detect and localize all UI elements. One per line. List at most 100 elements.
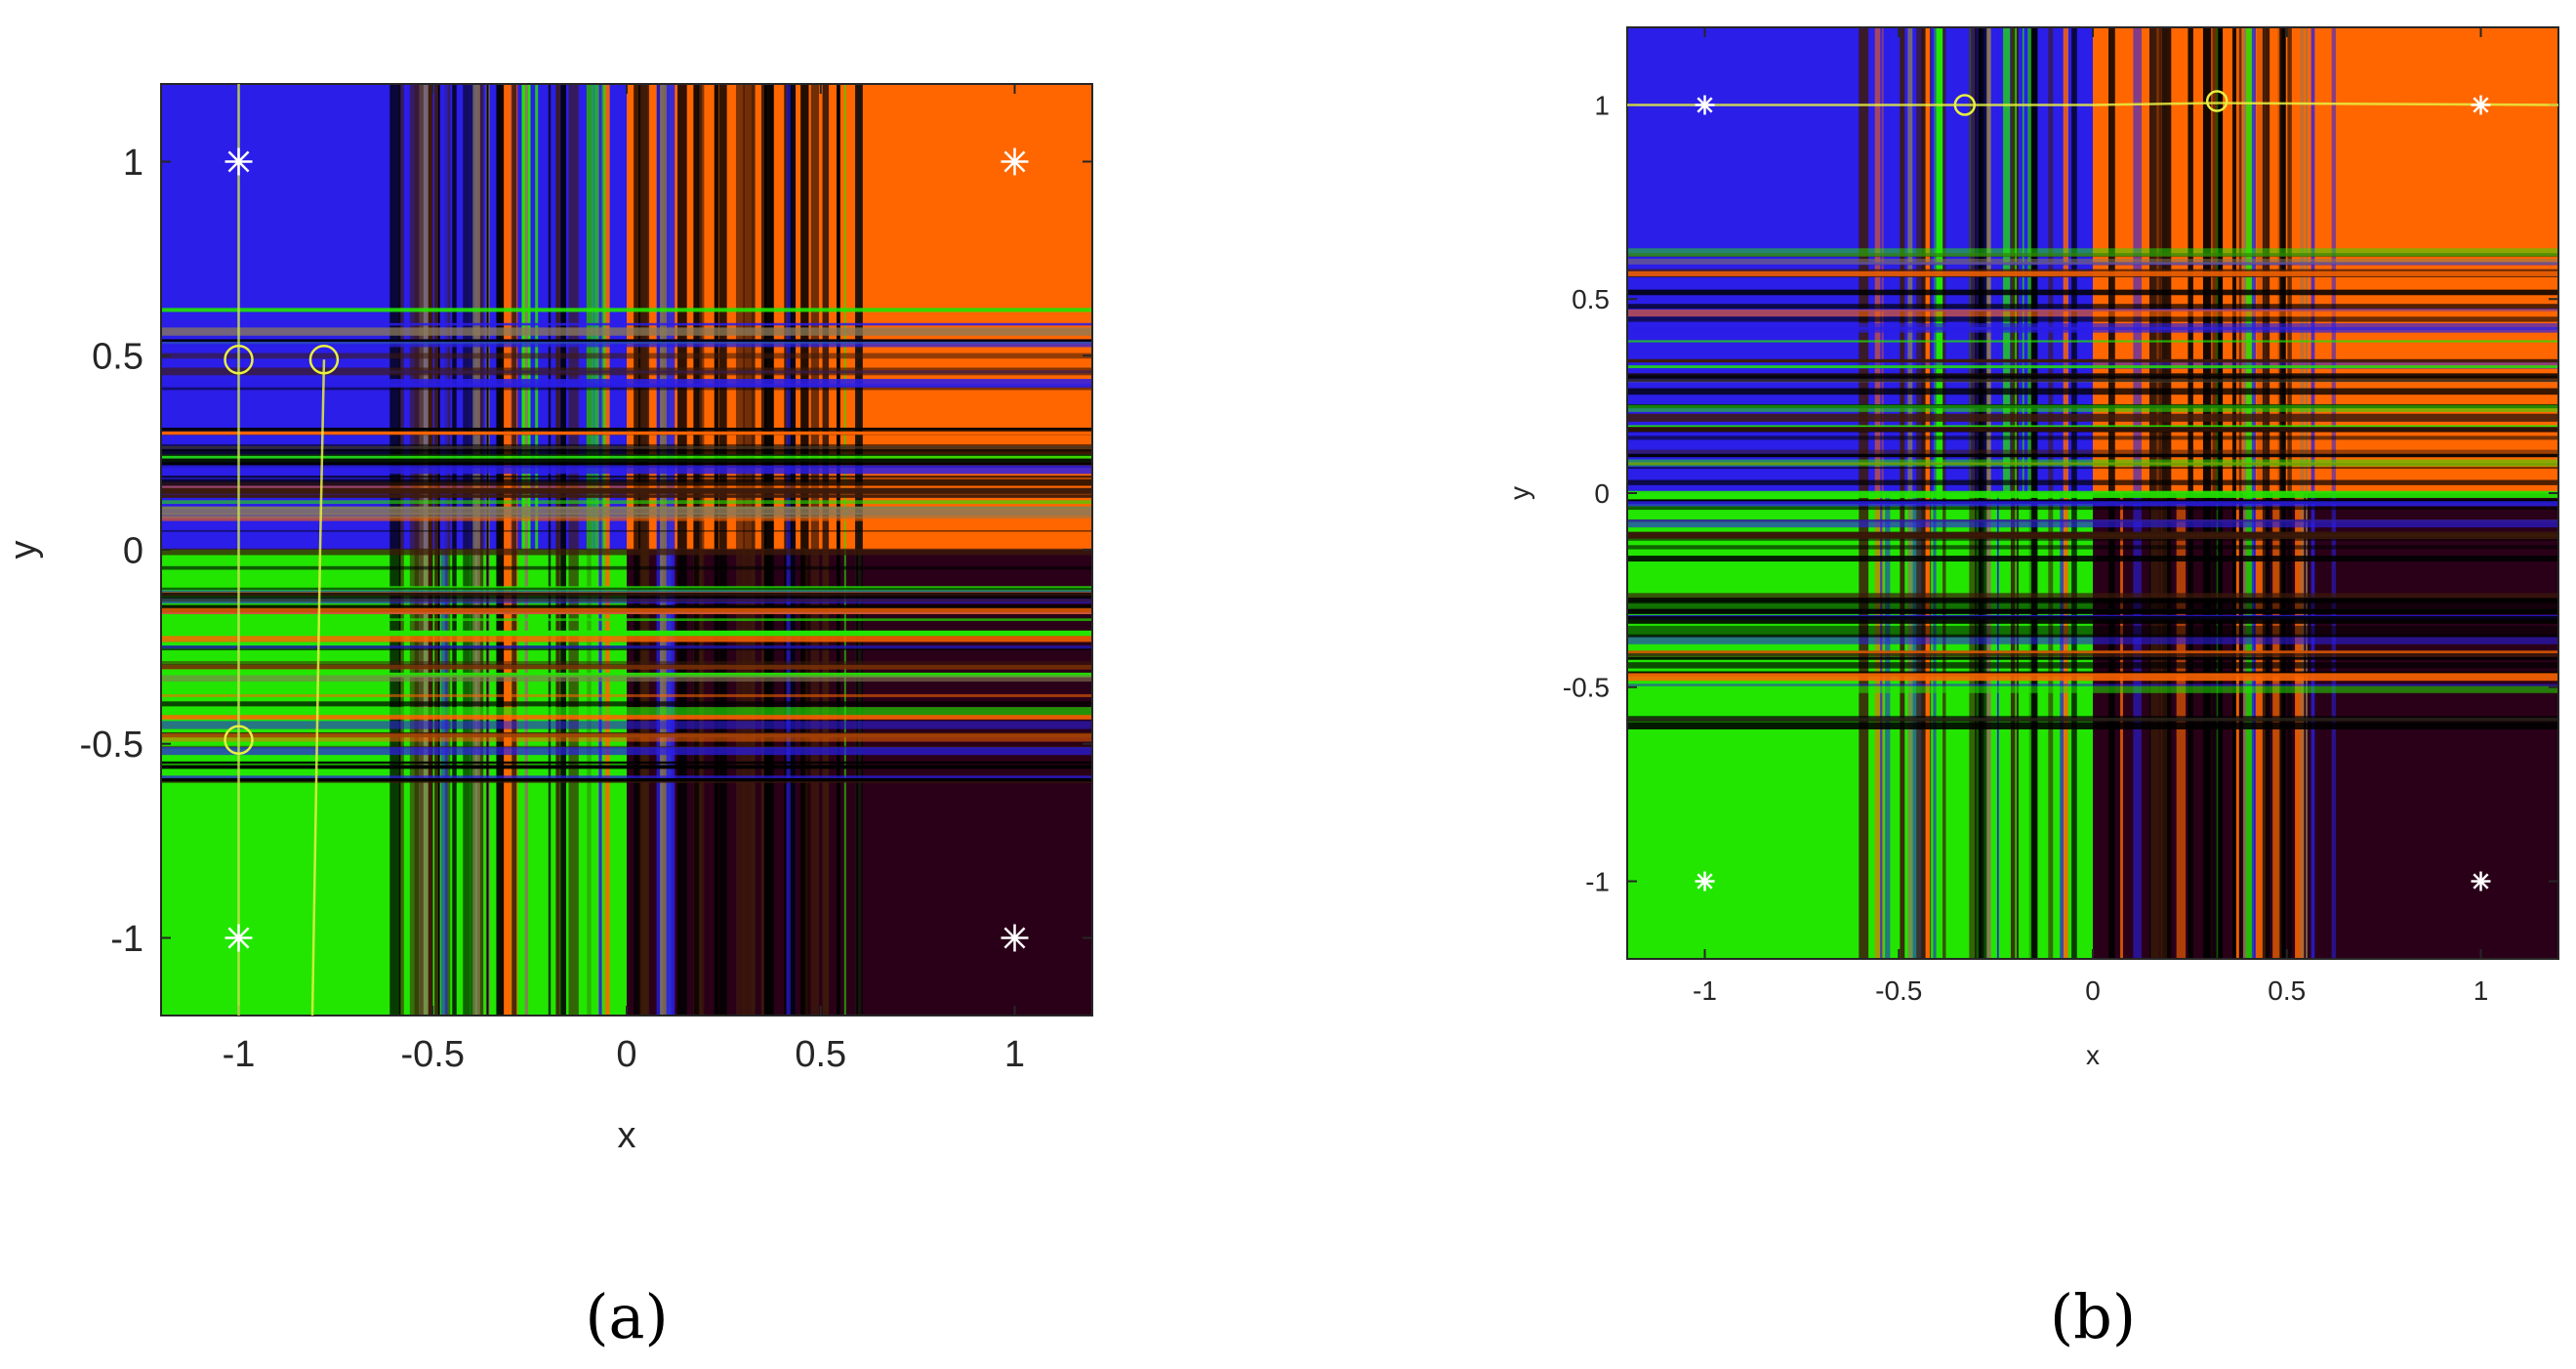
panel-b-ytick-label: 0.5	[1572, 284, 1610, 314]
panel-a-stripe-horizontal	[161, 516, 1092, 521]
panel-a-stripe-horizontal	[161, 599, 1092, 602]
panel-b-stripe-horizontal	[1627, 358, 2558, 363]
panel-a-stripe-horizontal	[161, 327, 1092, 336]
panel-b-stripe-horizontal	[1627, 490, 2558, 498]
panel-a-star-stroke	[227, 150, 250, 173]
panel-a-stripe-horizontal	[161, 476, 1092, 478]
panel-b-star-stroke	[2473, 97, 2489, 113]
panel-a-stripe-horizontal	[161, 565, 1092, 570]
panel-a-stripe-horizontal	[161, 607, 1092, 615]
panel-a-stripe-horizontal	[161, 443, 1092, 452]
panel-a-ytick-label: -0.5	[80, 725, 143, 766]
panel-a-ytick-label: 0	[123, 530, 143, 571]
panel-b-stripe-horizontal	[1627, 340, 2558, 343]
panel-b-stripe-horizontal	[1627, 413, 2558, 422]
panel-a-label: (a)	[585, 1281, 668, 1352]
panel-a-stripe-horizontal	[161, 353, 1092, 359]
panel-b-star-stroke	[2473, 873, 2489, 890]
panel-b-stripe-horizontal	[1627, 323, 2558, 330]
panel-b-stripe-horizontal	[1627, 650, 2558, 657]
panel-b-stripe-horizontal	[1627, 519, 2558, 528]
panel-b-stripe-horizontal	[1627, 634, 2558, 638]
panel-b-chart: -1 -0.5 0 0.5 1 -1 -0.5 0 0.5 1 x y (b)	[1504, 26, 2559, 1352]
panel-b-xtick-label: 1	[2474, 975, 2489, 1006]
panel-a-circle-marker	[224, 344, 254, 375]
panel-b-stripe-horizontal	[1627, 467, 2558, 470]
panel-a-ytick-label: -1	[110, 919, 143, 960]
panel-b-xtick-label: 0.5	[2268, 975, 2306, 1006]
panel-b-stripe-horizontal	[1627, 538, 2558, 541]
panel-a-stripe-horizontal	[161, 707, 1092, 716]
panel-a-stripe-horizontal	[161, 506, 1092, 516]
panel-b-stripe-horizontal	[1627, 545, 2558, 550]
panel-b-stripe-horizontal	[1627, 373, 2558, 379]
panel-a-star-marker	[225, 924, 253, 952]
panel-b-stripe-horizontal	[1627, 327, 2558, 333]
panel-b-trajectory-line	[1627, 102, 2559, 106]
panel-a-star-stroke	[227, 927, 250, 949]
panel-a-stripe-horizontal	[161, 661, 1092, 665]
panel-b-stripe-horizontal	[1627, 625, 2558, 635]
panel-a-markers	[224, 84, 1029, 1016]
panel-a-stripe-horizontal	[161, 494, 1092, 498]
panel-a-stripe-horizontal	[161, 733, 1092, 742]
panel-b-stripe-horizontal	[1627, 425, 2558, 428]
panel-a-stripe-horizontal	[161, 777, 1092, 782]
panel-b-stripe-horizontal	[1627, 673, 2558, 682]
panel-a-stripe-horizontal	[161, 675, 1092, 682]
panel-b-stripe-horizontal	[1627, 615, 2558, 624]
panel-a-stripe-horizontal	[161, 367, 1092, 376]
panel-a-stripe-horizontal	[161, 636, 1092, 643]
panel-b-stripe-horizontal	[1627, 427, 2558, 433]
panel-b-stripe-horizontal	[1627, 604, 2558, 611]
panel-a-stripe-horizontal	[161, 529, 1092, 532]
panel-a-chart: -1 -0.5 0 0.5 1 -1 -0.5 0 0.5 1 x y (a)	[3, 83, 1093, 1352]
panel-b-stripe-horizontal	[1627, 375, 2558, 383]
panel-b-stripe-horizontal	[1627, 556, 2558, 562]
panel-b-ytick-label: -1	[1585, 866, 1610, 896]
panel-b-stripe-horizontal	[1627, 310, 2558, 317]
panel-b-ytick-label: 0	[1594, 478, 1610, 509]
panel-a-stripe-horizontal	[161, 339, 1092, 348]
panel-b-star-stroke	[1697, 873, 1713, 890]
panel-b-stripe-horizontal	[1627, 598, 2558, 605]
panel-b-stripe-horizontal	[1627, 365, 2558, 369]
panel-a-star-stroke	[1003, 150, 1026, 173]
panel-a-plot-area	[161, 84, 1092, 1016]
panel-a-stripe-horizontal	[161, 630, 1092, 637]
panel-b-stripe-horizontal	[1627, 671, 2558, 674]
panel-a-ylabel: y	[3, 541, 44, 560]
panel-a-stripe-horizontal	[161, 761, 1092, 765]
panel-b-stripe-horizontal	[1627, 533, 2558, 537]
panel-a-stripe-horizontal	[161, 747, 1092, 756]
panel-b-stripe-horizontal	[1627, 656, 2558, 660]
panel-a-xtick-label: 1	[1004, 1034, 1025, 1075]
panel-b-stripe-horizontal	[1627, 270, 2558, 276]
panel-b-ytick-label: 1	[1594, 90, 1610, 120]
panel-b-stripe-horizontal	[1627, 506, 2558, 511]
panel-a-stripe-horizontal	[161, 500, 1092, 505]
panel-b-stripe-horizontal	[1627, 685, 2558, 693]
panel-a-stripe-horizontal	[161, 339, 1092, 342]
panel-b-star-marker	[2471, 95, 2491, 115]
panel-a-star-marker	[1001, 924, 1029, 952]
panel-b-markers	[1627, 90, 2559, 892]
panel-b-circle-marker	[1953, 94, 1977, 116]
panel-a-xtick-label: 0.5	[795, 1034, 846, 1075]
panel-b-stripe-horizontal	[1627, 453, 2558, 458]
panel-a-stripe-horizontal	[161, 454, 1092, 462]
panel-a-star-stroke	[1003, 927, 1026, 949]
panel-a-stripe-horizontal	[161, 664, 1092, 670]
panel-a-stripe-horizontal	[161, 701, 1092, 707]
panel-b-stripe-horizontal	[1627, 722, 2558, 729]
panel-a-xtick-label: -1	[223, 1034, 256, 1075]
panel-a-stripe-horizontal	[161, 775, 1092, 780]
panel-a-star-marker	[225, 147, 253, 176]
panel-b-stripe-horizontal	[1627, 459, 2558, 467]
panel-b-xtick-label: 0	[2085, 975, 2101, 1006]
panel-b-ytick-label: -0.5	[1563, 673, 1610, 703]
panel-a-stripe-horizontal	[161, 322, 1092, 326]
panel-a-ytick-label: 0.5	[92, 337, 143, 378]
panel-b-stripe-horizontal	[1627, 650, 2558, 653]
panel-b-stripe-horizontal	[1627, 304, 2558, 310]
